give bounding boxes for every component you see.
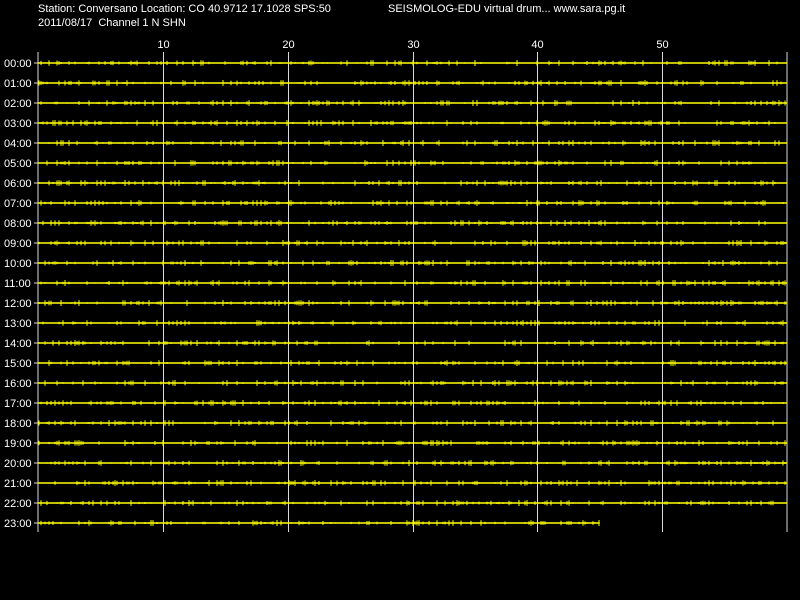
trace-row (38, 460, 787, 466)
trace-row (38, 100, 787, 106)
hour-label: 01:00 (4, 78, 32, 90)
minute-tick-label: 20 (282, 39, 294, 51)
trace-row (38, 280, 787, 286)
trace-row (38, 340, 787, 346)
trace-row (38, 140, 787, 146)
trace-row (38, 200, 787, 206)
hour-label: 16:00 (4, 378, 32, 390)
hour-label: 07:00 (4, 198, 32, 210)
trace-row (38, 260, 787, 266)
trace-row (38, 440, 787, 446)
trace-row (38, 520, 600, 526)
trace-row (38, 320, 787, 326)
trace-row (38, 60, 787, 66)
trace-row (38, 480, 787, 486)
hour-label: 22:00 (4, 498, 32, 510)
hour-label: 12:00 (4, 298, 32, 310)
hour-label: 15:00 (4, 358, 32, 370)
trace-row (38, 500, 787, 506)
hour-label: 14:00 (4, 338, 32, 350)
trace-row (38, 120, 787, 126)
station-info: Station: Conversano Location: CO 40.9712… (38, 3, 331, 15)
trace-row (38, 160, 787, 166)
trace-row (38, 360, 787, 366)
hour-label: 21:00 (4, 478, 32, 490)
hour-label: 18:00 (4, 418, 32, 430)
hour-label: 05:00 (4, 158, 32, 170)
hour-label: 08:00 (4, 218, 32, 230)
hour-label: 03:00 (4, 118, 32, 130)
hour-label: 06:00 (4, 178, 32, 190)
hour-label: 09:00 (4, 238, 32, 250)
hour-label: 17:00 (4, 398, 32, 410)
hour-label: 04:00 (4, 138, 32, 150)
trace-row (38, 180, 787, 186)
minute-tick-label: 40 (531, 39, 543, 51)
hour-label: 19:00 (4, 438, 32, 450)
minute-tick-label: 30 (407, 39, 419, 51)
trace-row (38, 380, 787, 386)
minute-tick-label: 10 (157, 39, 169, 51)
hour-label: 20:00 (4, 458, 32, 470)
trace-row (38, 80, 787, 86)
hour-label: 02:00 (4, 98, 32, 110)
hour-label: 10:00 (4, 258, 32, 270)
hour-label: 00:00 (4, 58, 32, 70)
trace-row (38, 400, 787, 406)
date-channel-info: 2011/08/17 Channel 1 N SHN (38, 17, 186, 29)
hour-label: 13:00 (4, 318, 32, 330)
minute-tick-label: 50 (656, 39, 668, 51)
trace-row (38, 300, 787, 306)
trace-row (38, 420, 787, 426)
hour-label: 23:00 (4, 518, 32, 530)
drum-title: SEISMOLOG-EDU virtual drum... www.sara.p… (388, 3, 626, 15)
trace-row (38, 240, 787, 246)
hour-label: 11:00 (4, 278, 31, 290)
trace-row (38, 220, 787, 226)
